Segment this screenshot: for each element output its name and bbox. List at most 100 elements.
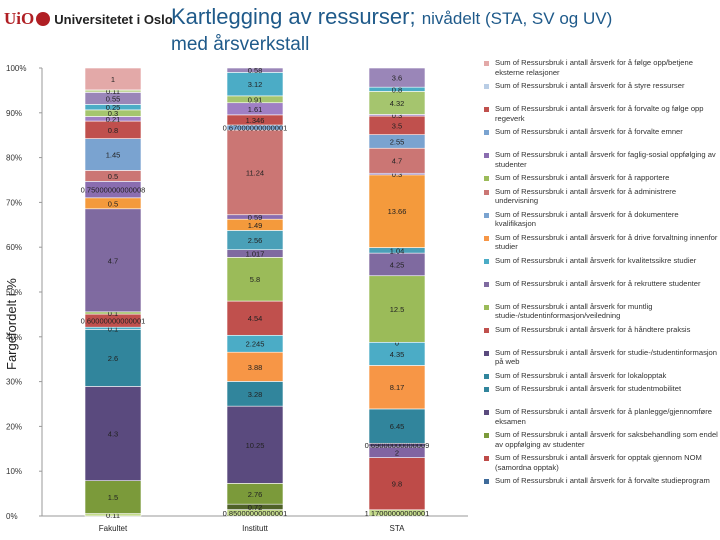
bar-segment xyxy=(226,129,284,216)
data-label: 0.75000000000008 xyxy=(81,186,146,195)
bar-segment xyxy=(226,300,284,336)
data-label: 1.5 xyxy=(108,493,118,502)
legend-label: Sum of Ressursbruk i antall årsverk for … xyxy=(495,232,718,252)
legend-item: Sum of Ressursbruk i antall årsverk for … xyxy=(484,256,720,266)
y-tick-label: 10% xyxy=(6,467,22,476)
bar-segment xyxy=(368,275,426,343)
data-label: 4.54 xyxy=(248,314,263,323)
legend-label: Sum of Ressursbruk i antall årsverk for … xyxy=(495,173,670,182)
legend-label: Sum of Ressursbruk i antall årsverk for … xyxy=(495,347,717,367)
data-label: 0 xyxy=(395,338,399,347)
data-label: 8.17 xyxy=(390,383,405,392)
chart-title: Kartlegging av ressurser; nivådelt (STA,… xyxy=(171,4,612,30)
data-label: 1.45 xyxy=(106,151,121,160)
legend-label: Sum of Ressursbruk i antall årsverk for … xyxy=(495,127,683,136)
legend-label: Sum of Ressursbruk i antall årsverk for … xyxy=(495,370,667,380)
data-label: 0.3 xyxy=(392,170,402,179)
bar-segment xyxy=(84,386,142,481)
y-tick-label: 50% xyxy=(6,288,22,297)
legend-swatch xyxy=(484,373,489,379)
data-label: 4.7 xyxy=(392,157,402,166)
data-label: 0.11 xyxy=(106,511,120,520)
x-tick-label: STA xyxy=(390,524,406,533)
data-label: 0.1 xyxy=(108,324,118,333)
data-label: 0.3 xyxy=(392,111,402,120)
legend-swatch xyxy=(484,304,489,310)
legend-item: Sum of Ressursbruk i antall årsverk for … xyxy=(484,104,720,123)
bar-segment xyxy=(226,405,284,484)
data-label: 0.1 xyxy=(108,309,118,318)
data-label: 0.5 xyxy=(108,172,118,181)
legend-item: Sum of Ressursbruk i antall årsverk for … xyxy=(484,384,720,394)
legend-label: Sum of Ressursbruk i antall årsverk for … xyxy=(495,301,653,321)
data-label: 4.32 xyxy=(390,99,405,108)
data-label: 0.8 xyxy=(108,126,118,135)
legend-swatch xyxy=(484,327,489,333)
data-label: 0.69000000000009 xyxy=(365,441,430,450)
legend-swatch xyxy=(484,387,489,392)
legend-item: Sum of Ressursbruk i antall årsverk for … xyxy=(484,173,720,183)
data-label: 3.12 xyxy=(248,80,263,89)
data-label: 0.5 xyxy=(108,199,118,208)
data-label: 0.85000000000001 xyxy=(223,509,288,518)
data-label: 0.3 xyxy=(108,109,118,118)
y-axis-label: Fargefordelt i % xyxy=(4,278,19,370)
legend-swatch xyxy=(484,212,489,218)
legend-label: Sum of Ressursbruk i antall årsverk for … xyxy=(495,430,718,449)
data-label: 4.3 xyxy=(108,430,118,439)
legend-swatch xyxy=(484,410,489,415)
bar-segment xyxy=(84,67,142,91)
data-label: 1.346 xyxy=(246,116,265,125)
bar-segment xyxy=(368,457,426,511)
data-label: 2.55 xyxy=(390,137,405,146)
legend-item: Sum of Ressursbruk i antall årsverk for … xyxy=(484,407,720,426)
data-label: 1.49 xyxy=(248,221,263,230)
data-label: 3.6 xyxy=(392,74,402,83)
data-label: 1.17000000000001 xyxy=(365,509,430,518)
legend-swatch xyxy=(484,456,489,461)
legend-item: Sum of Ressursbruk i antall årsverk for … xyxy=(484,430,720,449)
y-tick-label: 80% xyxy=(6,154,22,163)
data-label: 0.55 xyxy=(106,94,121,103)
data-label: 12.5 xyxy=(390,305,405,314)
uio-logo: UiO Universitetet i Oslo xyxy=(4,8,173,30)
x-tick-label: Fakultet xyxy=(99,524,128,533)
y-tick-label: 20% xyxy=(6,422,22,431)
bar-segment xyxy=(368,67,426,88)
legend-swatch xyxy=(484,258,489,264)
legend-swatch xyxy=(484,61,489,66)
data-label: 1.04 xyxy=(390,246,405,255)
data-label: 9.8 xyxy=(392,480,402,489)
legend-label: Sum of Ressursbruk i antall årsverk for … xyxy=(495,150,716,169)
legend-item: Sum of Ressursbruk i antall årsverk for … xyxy=(484,302,720,321)
legend-swatch xyxy=(484,235,489,241)
legend-swatch xyxy=(484,84,489,89)
data-label: 0.72 xyxy=(248,503,263,512)
legend-swatch xyxy=(484,479,489,484)
y-tick-label: 30% xyxy=(6,378,22,387)
y-tick-label: 70% xyxy=(6,198,22,207)
legend-item: Sum of Ressursbruk i antall årsverk for … xyxy=(484,371,720,381)
legend-label: Sum of Ressursbruk i antall årsverk for … xyxy=(495,407,712,426)
bar-segment xyxy=(84,138,142,171)
data-label: 2.56 xyxy=(248,236,263,245)
legend-item: Sum of Ressursbruk i antall årsverk for … xyxy=(484,187,720,206)
y-tick-label: 90% xyxy=(6,109,22,118)
legend-swatch xyxy=(484,153,489,158)
data-label: 5.8 xyxy=(250,275,260,284)
data-label: 3.88 xyxy=(248,363,263,372)
data-label: 2 xyxy=(395,448,399,457)
legend-label: Sum of Ressursbruk i antall årsverk for … xyxy=(495,384,682,393)
data-label: 1.61 xyxy=(248,105,263,114)
data-label: 0.60000000000001 xyxy=(81,317,146,326)
legend-swatch xyxy=(484,281,489,287)
bar-segment xyxy=(84,208,142,313)
legend-swatch xyxy=(484,189,489,195)
legend-label: Sum of Ressursbruk i antall årsverk for … xyxy=(495,476,710,485)
data-label: 2.76 xyxy=(248,490,263,499)
legend-item: Sum of Ressursbruk i antall årsverk for … xyxy=(484,210,720,229)
legend-label: Sum of Ressursbruk i antall årsverk for … xyxy=(495,278,701,288)
university-name: Universitetet i Oslo xyxy=(54,11,173,27)
bar-segment xyxy=(226,351,284,382)
